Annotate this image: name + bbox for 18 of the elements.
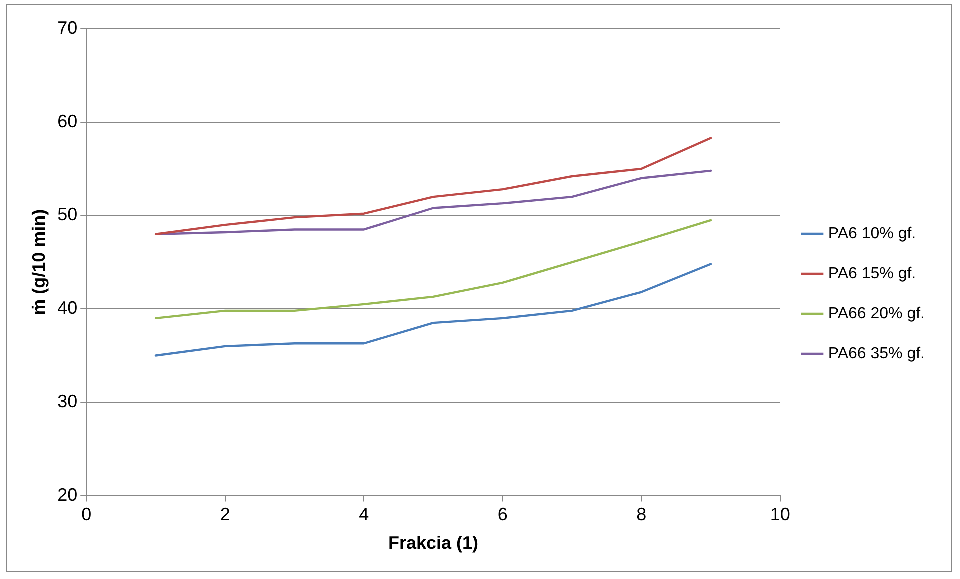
- y-tick-label: 60: [58, 111, 78, 132]
- legend-label: PA6 15% gf.: [828, 265, 916, 282]
- y-tick-label: 70: [58, 18, 78, 38]
- legend-label: PA66 20% gf.: [828, 305, 925, 322]
- y-tick-label: 50: [58, 204, 78, 225]
- legend-label: PA6 10% gf.: [828, 225, 916, 242]
- x-tick-label: 0: [82, 504, 92, 525]
- y-tick-label: 30: [58, 391, 78, 412]
- y-axis-title: ṁ (g/10 min): [28, 209, 49, 316]
- x-tick-label: 6: [498, 504, 508, 525]
- x-axis-title: Frakcia (1): [388, 533, 479, 554]
- x-tick-label: 2: [220, 504, 230, 525]
- x-tick-label: 4: [359, 504, 370, 525]
- x-tick-label: 8: [636, 504, 647, 525]
- legend-label: PA66 35% gf.: [828, 345, 925, 362]
- x-tick-label: 10: [770, 504, 790, 525]
- y-tick-label: 20: [58, 484, 78, 505]
- y-tick-label: 40: [58, 298, 78, 318]
